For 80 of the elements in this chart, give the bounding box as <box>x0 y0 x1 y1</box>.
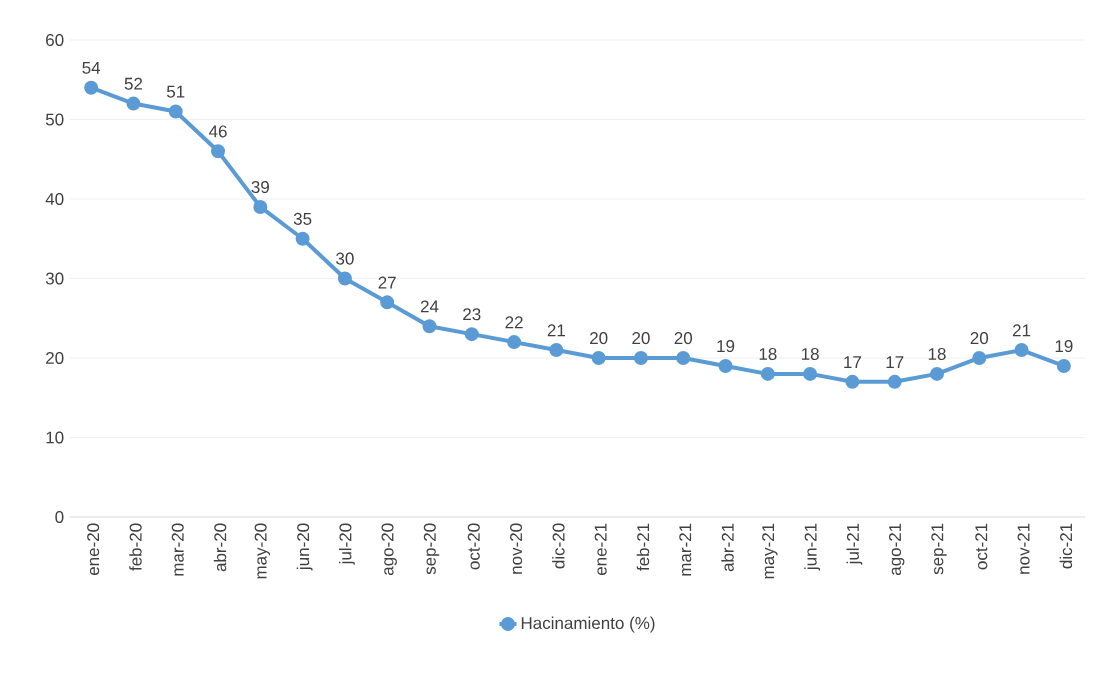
point <box>211 144 226 159</box>
data-label: 35 <box>293 212 312 225</box>
x-tick-label: ago-21 <box>888 523 905 576</box>
point <box>887 374 902 389</box>
x-tick-label: ago-20 <box>381 523 397 576</box>
data-label: 51 <box>166 85 185 98</box>
data-label: 19 <box>717 340 735 353</box>
point <box>295 231 310 246</box>
y-tick-label: 30 <box>45 272 64 285</box>
x-tick-label: feb-20 <box>129 523 142 571</box>
point <box>929 366 944 381</box>
point <box>760 366 775 381</box>
data-label: 24 <box>420 300 439 313</box>
y-tick-label: 40 <box>45 192 64 206</box>
point <box>845 374 860 389</box>
x-tick-label: dic-21 <box>1059 523 1073 569</box>
y-tick-label: 10 <box>46 431 64 444</box>
x-tick-label: jul-20 <box>338 523 355 565</box>
point <box>1014 343 1029 358</box>
data-label: 21 <box>547 324 565 337</box>
point <box>972 350 987 365</box>
data-label: 27 <box>378 276 396 289</box>
x-tick-label: oct-20 <box>467 523 480 570</box>
y-tick-label: 20 <box>46 351 64 365</box>
x-tick-label: ene-20 <box>87 523 100 576</box>
data-label: 18 <box>928 347 946 361</box>
data-label: 54 <box>82 61 101 74</box>
data-label: 17 <box>886 356 904 368</box>
point <box>253 199 268 214</box>
data-label: 52 <box>124 77 143 90</box>
x-tick-label: oct-21 <box>975 523 988 570</box>
x-tick-label: sep-20 <box>423 523 440 575</box>
point <box>549 343 564 358</box>
point <box>633 350 648 365</box>
point <box>126 96 141 111</box>
point <box>84 80 99 95</box>
point <box>803 366 818 381</box>
x-tick-label: may-20 <box>254 523 271 579</box>
x-tick-label: mar-20 <box>171 523 184 576</box>
x-tick-label: feb-21 <box>636 523 650 571</box>
x-tick-label: nov-20 <box>510 523 523 574</box>
data-label: 20 <box>674 332 693 345</box>
point <box>718 358 733 373</box>
data-label: 30 <box>336 252 354 265</box>
data-label: 18 <box>801 347 819 361</box>
point <box>507 335 522 350</box>
point <box>422 319 437 334</box>
x-tick-label: ene-21 <box>594 523 607 576</box>
data-label: 20 <box>632 332 650 345</box>
y-tick-label: 60 <box>46 33 64 47</box>
data-label: 21 <box>1012 324 1031 337</box>
x-tick-label: sep-21 <box>931 523 947 575</box>
x-tick-label: abr-20 <box>213 523 227 572</box>
x-tick-label: nov-21 <box>1017 523 1030 574</box>
y-tick-label: 0 <box>55 510 64 524</box>
data-label: 39 <box>251 181 269 194</box>
data-label: 18 <box>759 347 777 361</box>
x-tick-label: may-21 <box>762 523 778 579</box>
x-tick-label: jun-20 <box>296 523 313 571</box>
data-label: 20 <box>970 332 989 345</box>
point <box>1056 358 1071 373</box>
point <box>591 350 606 365</box>
point <box>464 327 479 342</box>
data-label: 20 <box>590 332 608 345</box>
legend-label: Hacinamiento (%) <box>521 616 655 633</box>
data-label: 19 <box>1055 340 1073 353</box>
data-label: 17 <box>844 356 861 368</box>
x-tick-label: mar-21 <box>679 523 692 576</box>
data-label: 23 <box>463 308 481 321</box>
point <box>676 350 691 365</box>
x-tick-label: jul-21 <box>846 523 863 565</box>
point <box>337 271 352 286</box>
x-tick-label: dic-20 <box>552 523 565 569</box>
data-label: 46 <box>208 125 227 138</box>
x-tick-label: abr-21 <box>721 523 734 572</box>
y-tick-label: 50 <box>45 113 64 126</box>
point <box>380 295 395 310</box>
point <box>168 104 183 119</box>
data-label: 22 <box>505 316 523 329</box>
x-tick-label: jun-21 <box>804 523 821 571</box>
